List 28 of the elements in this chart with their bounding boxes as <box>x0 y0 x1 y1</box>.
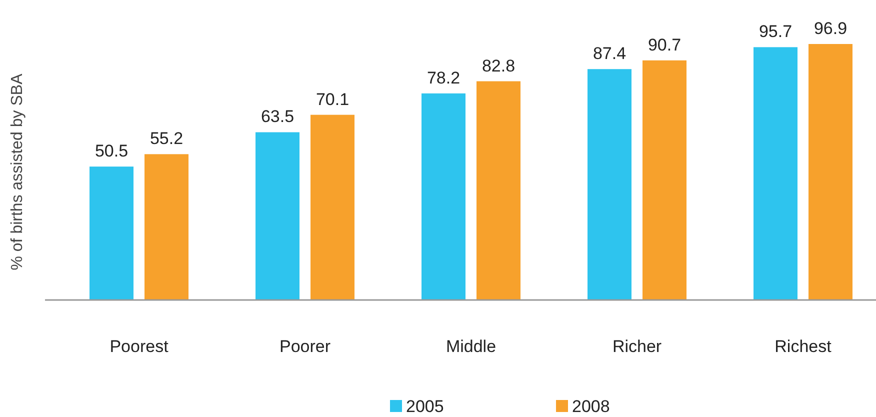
data-label: 90.7 <box>648 35 682 54</box>
data-label: 50.5 <box>94 142 128 161</box>
data-label: 95.7 <box>758 22 792 42</box>
legend-label: 2005 <box>406 397 444 416</box>
bar <box>754 47 798 300</box>
x-tick-label: Middle <box>446 337 496 356</box>
x-tick-label: Richest <box>774 337 832 356</box>
bar <box>144 154 188 300</box>
x-tick-label: Poorest <box>110 337 169 356</box>
data-label: 78.2 <box>426 68 460 88</box>
data-label: 87.4 <box>592 44 626 64</box>
bar <box>310 114 354 300</box>
bar <box>588 69 632 300</box>
data-label: 70.1 <box>316 90 350 109</box>
x-tick-label: Poorer <box>279 337 331 356</box>
bar <box>808 44 852 300</box>
bar <box>642 60 686 300</box>
data-label: 96.9 <box>814 19 848 38</box>
data-label: 55.2 <box>150 129 184 148</box>
data-label: 82.8 <box>482 56 516 76</box>
bar <box>256 132 300 300</box>
bar <box>422 93 466 300</box>
y-axis-title: % of births assisted by SBA <box>9 73 26 270</box>
legend-label: 2008 <box>572 397 610 416</box>
x-tick-label: Richer <box>612 337 662 356</box>
bar <box>90 166 134 300</box>
bar <box>476 81 520 300</box>
data-label: 63.5 <box>260 107 294 126</box>
